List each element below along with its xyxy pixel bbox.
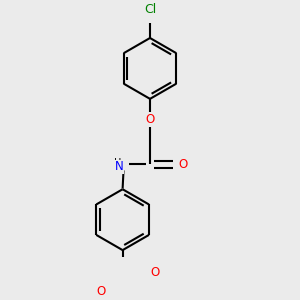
Text: O: O [146, 113, 154, 126]
Text: O: O [151, 266, 160, 278]
Text: O: O [97, 285, 106, 298]
Text: O: O [178, 158, 187, 171]
Text: H: H [114, 158, 122, 168]
Text: Cl: Cl [144, 3, 156, 16]
Text: N: N [115, 160, 124, 173]
